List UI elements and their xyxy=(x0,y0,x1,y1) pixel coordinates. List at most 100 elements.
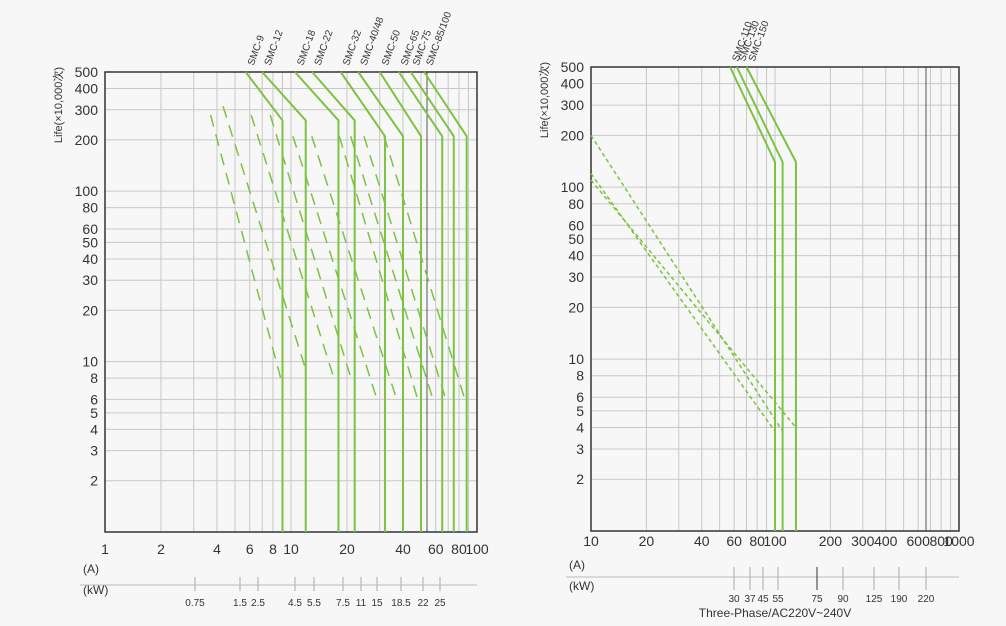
kw-tick-label: 11 xyxy=(356,598,367,609)
y-tick-label: 50 xyxy=(568,231,584,247)
y-tick-label: 40 xyxy=(82,251,98,267)
y-axis-label: Life(×10,000次) xyxy=(51,67,65,143)
series-dash-smc-40-48 xyxy=(311,135,398,400)
x-tick-label: 400 xyxy=(874,533,898,549)
series-line-smc-130 xyxy=(735,66,784,531)
y-tick-label: 5 xyxy=(576,403,584,419)
x-tick-label: 600 xyxy=(907,533,931,549)
x-tick-label: 60 xyxy=(428,541,444,557)
y-tick-label: 80 xyxy=(568,196,584,212)
series-dash-line xyxy=(590,179,797,428)
y-tick-label: 60 xyxy=(82,221,98,237)
series-line-smc-9 xyxy=(244,71,284,532)
kw-tick-label: 4.5 xyxy=(288,598,302,609)
plot-frame xyxy=(104,71,478,533)
y-tick-label: 50 xyxy=(82,234,98,250)
y-tick-label: 30 xyxy=(568,269,584,285)
x-tick-label: 1000 xyxy=(943,533,974,549)
kw-tick-label: 37 xyxy=(744,594,756,605)
kw-tick-label: 2.5 xyxy=(251,598,265,609)
series-dash-smc-22 xyxy=(269,114,352,379)
x-tick-label: 800 xyxy=(929,533,953,549)
x-tick-label: 40 xyxy=(694,533,710,549)
power-unit-label: (kW) xyxy=(569,579,594,593)
series-line-smc-50 xyxy=(378,71,423,532)
series-line-smc-65 xyxy=(398,71,444,532)
series-line-smc-40-48 xyxy=(357,71,404,532)
x-tick-label: 4 xyxy=(213,541,221,557)
y-tick-label: 100 xyxy=(75,183,99,199)
series-dash-smc-32 xyxy=(292,135,378,400)
kw-tick-label: 45 xyxy=(757,594,769,605)
y-tick-label: 80 xyxy=(82,200,98,216)
x-tick-label: 200 xyxy=(819,533,843,549)
supply-caption: Three-Phase/AC220V~240V xyxy=(699,606,851,620)
series-dash-line xyxy=(590,173,776,432)
y-tick-label: 60 xyxy=(568,217,584,233)
series-line-smc-85-100 xyxy=(423,71,468,532)
x-tick-label: 300 xyxy=(851,533,875,549)
x-tick-label: 6 xyxy=(246,541,254,557)
y-tick-label: 30 xyxy=(82,272,98,288)
y-tick-label: 100 xyxy=(561,179,585,195)
y-tick-label: 4 xyxy=(576,419,584,435)
y-tick-label: 20 xyxy=(568,299,584,315)
series-line-smc-18 xyxy=(294,71,340,532)
y-tick-label: 500 xyxy=(561,59,585,75)
x-tick-label: 80 xyxy=(451,541,467,557)
x-tick-label: 20 xyxy=(639,533,655,549)
y-tick-label: 5 xyxy=(90,405,98,421)
kw-tick-label: 0.75 xyxy=(185,598,205,609)
y-tick-label: 500 xyxy=(75,64,99,80)
kw-tick-label: 125 xyxy=(866,594,883,605)
y-tick-label: 2 xyxy=(576,471,584,487)
y-tick-label: 3 xyxy=(90,443,98,459)
kw-tick-label: 220 xyxy=(918,594,935,605)
y-tick-label: 200 xyxy=(561,127,585,143)
x-tick-label: 20 xyxy=(339,541,355,557)
series-line-smc-12 xyxy=(261,71,307,532)
current-unit-label: (A) xyxy=(569,558,585,572)
x-tick-label: 40 xyxy=(395,541,411,557)
y-tick-label: 400 xyxy=(75,81,99,97)
x-tick-label: 10 xyxy=(583,533,599,549)
series-line-smc-110 xyxy=(729,66,776,531)
kw-tick-label: 30 xyxy=(728,594,740,605)
x-tick-label: 60 xyxy=(726,533,742,549)
series-line-smc-75 xyxy=(409,71,455,532)
y-axis-label: Life(×10,000次) xyxy=(537,62,551,138)
y-tick-label: 10 xyxy=(568,351,584,367)
kw-tick-label: 90 xyxy=(837,594,849,605)
kw-tick-label: 5.5 xyxy=(307,598,321,609)
x-tick-label: 100 xyxy=(763,533,787,549)
series-dash-smc-65 xyxy=(349,135,434,400)
kw-tick-label: 55 xyxy=(772,594,784,605)
series-dash-smc-18 xyxy=(250,114,335,379)
series-dash-smc-85-100 xyxy=(383,135,466,400)
y-tick-label: 4 xyxy=(90,421,98,437)
series-dash-line xyxy=(590,135,784,432)
kw-tick-label: 18.5 xyxy=(391,598,411,609)
kw-tick-label: 15 xyxy=(371,598,383,609)
x-tick-label: 1 xyxy=(101,541,109,557)
series-line-smc-32 xyxy=(339,71,386,532)
y-tick-label: 40 xyxy=(568,248,584,264)
x-tick-label: 2 xyxy=(157,541,165,557)
series-line-smc-22 xyxy=(311,71,356,532)
current-unit-label: (A) xyxy=(83,562,99,576)
series-line-smc-150 xyxy=(745,66,797,531)
series-label: SMC-12 xyxy=(263,28,286,67)
kw-tick-label: 75 xyxy=(811,594,823,605)
kw-tick-label: 25 xyxy=(434,598,446,609)
y-tick-label: 300 xyxy=(75,102,99,118)
series-dash-smc-12 xyxy=(222,105,307,370)
kw-tick-label: 22 xyxy=(417,598,429,609)
kw-tick-label: 190 xyxy=(891,594,908,605)
series-dash-smc-75 xyxy=(363,135,447,400)
y-tick-label: 20 xyxy=(82,302,98,318)
y-tick-label: 200 xyxy=(75,132,99,148)
y-tick-label: 6 xyxy=(90,391,98,407)
